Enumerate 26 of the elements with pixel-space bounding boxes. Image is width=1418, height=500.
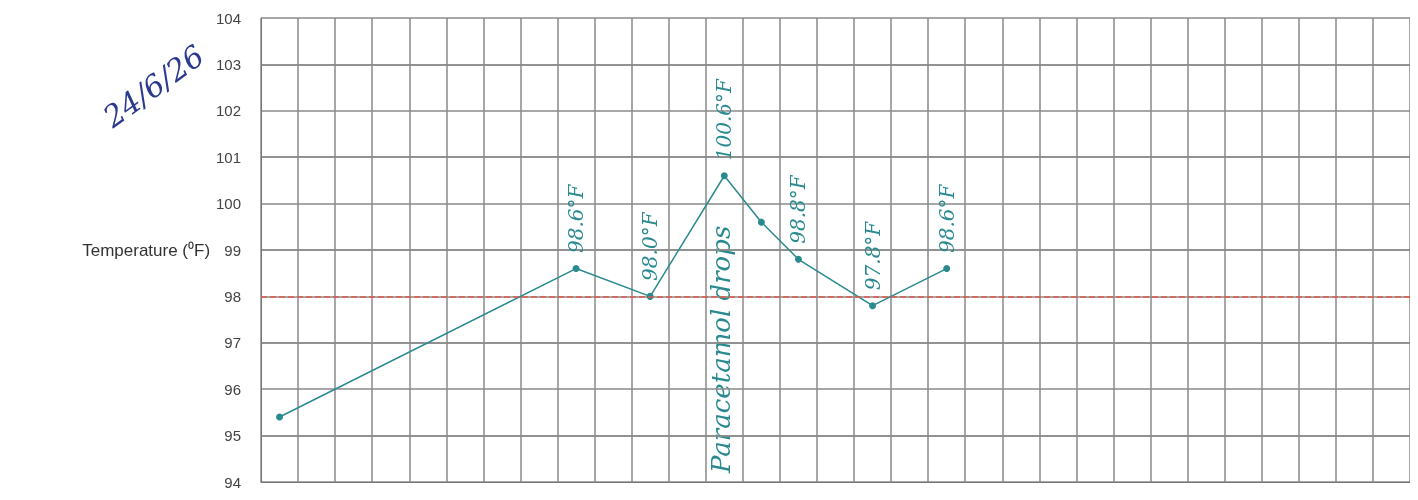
point	[276, 413, 284, 421]
point	[720, 172, 728, 180]
data-label: 98.0°F	[638, 211, 663, 281]
point	[572, 265, 580, 273]
data-label: 97.8°F	[860, 220, 885, 291]
y-tick-label: 95	[224, 427, 241, 445]
y-tick-label: 104	[215, 9, 241, 27]
point	[943, 265, 951, 273]
point	[869, 302, 877, 310]
data-label: 100.6°F	[712, 78, 737, 161]
point	[794, 255, 802, 263]
y-tick-label: 94	[224, 473, 241, 491]
data-label: 98.6°F	[934, 183, 959, 254]
y-tick-label: 96	[224, 380, 241, 398]
data-label: 98.8°F	[786, 174, 811, 244]
y-tick-label: 102	[215, 102, 241, 120]
y-tick-label: 99	[224, 241, 241, 259]
y-tick-label: 98	[224, 287, 241, 305]
data-label: 98.6°F	[564, 183, 589, 254]
annotation: Paracetamol drops	[706, 225, 736, 474]
y-tick-label: 97	[224, 334, 241, 352]
y-tick-label: 100	[215, 195, 241, 213]
point	[757, 218, 765, 226]
y-axis-title: Temperature (⁰F)	[82, 240, 211, 260]
y-tick-label: 103	[215, 55, 241, 73]
y-tick-label: 101	[215, 148, 241, 166]
